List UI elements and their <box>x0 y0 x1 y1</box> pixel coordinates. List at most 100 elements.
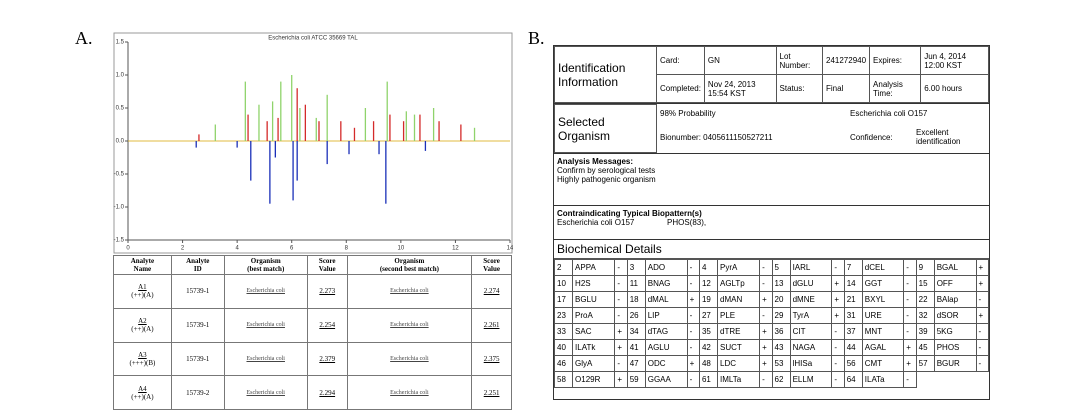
test-result: - <box>686 307 700 324</box>
analyte-id: 15739-1 <box>170 341 225 377</box>
test-result: + <box>975 259 990 276</box>
test-result: - <box>614 259 628 276</box>
test-number: 34 <box>626 323 646 340</box>
test-number: 18 <box>626 291 646 308</box>
score: 2.261 <box>471 307 512 343</box>
test-number: 7 <box>843 259 863 276</box>
biochem-row: 46 GlyA -47 ODC +48 LDC +53 lHISa -56 CMT +57 BGUR - <box>553 355 990 372</box>
organism: Escherichia coli <box>223 307 308 343</box>
test-result: - <box>903 275 917 292</box>
test-name: lHISa <box>789 355 833 372</box>
test-name: CMT <box>861 355 905 372</box>
test-result: + <box>975 307 990 324</box>
test-result: + <box>759 355 773 372</box>
test-number: 57 <box>915 355 935 372</box>
test-number: 56 <box>843 355 863 372</box>
header-text: Analyte <box>130 257 155 265</box>
test-number: 46 <box>553 355 574 372</box>
score: 2.375 <box>471 341 512 377</box>
test-result: - <box>975 323 990 340</box>
test-name: H2S <box>572 275 616 292</box>
test-name: ELLM <box>789 371 833 388</box>
test-result: - <box>614 275 628 292</box>
test-name: IARL <box>789 259 833 276</box>
header-text: (second best match) <box>379 265 439 273</box>
test-result: + <box>614 323 628 340</box>
test-number: 10 <box>553 275 574 292</box>
test-name: OFF <box>933 275 977 292</box>
message-line: Confirm by serological tests <box>557 166 656 175</box>
test-name: IMLTa <box>716 371 761 388</box>
test-name: dMAN <box>716 291 761 308</box>
analyte-name: A4 <box>138 384 147 393</box>
section-heading: Identification Information <box>554 46 657 103</box>
header-text: Organism <box>250 257 281 265</box>
test-name: NAGA <box>789 339 833 356</box>
table-row: A1 (++)(A) 15739-1 Escherichia coli 2.273 Esc… <box>113 274 512 309</box>
test-number: 62 <box>771 371 791 388</box>
test-result: - <box>903 371 917 388</box>
test-name: dSOR <box>933 307 977 324</box>
test-number: 40 <box>553 339 574 356</box>
analyte-name: A3 <box>138 350 147 359</box>
field-label: Card: <box>656 46 705 75</box>
test-result: - <box>975 355 990 372</box>
test-name: ProA <box>572 307 616 324</box>
header-cell: Analyte Name <box>113 255 172 275</box>
test-name: CIT <box>789 323 833 340</box>
test-result: + <box>759 339 773 356</box>
test-name: ADO <box>644 259 688 276</box>
test-name: dMNE <box>789 291 833 308</box>
chart-title: Escherichia coli ATCC 35669 TAL <box>268 36 358 42</box>
test-name: O129R <box>572 371 616 388</box>
test-result: - <box>903 291 917 308</box>
test-name: PLE <box>716 307 761 324</box>
header-cell: Organism (second best match) <box>346 255 473 275</box>
test-result: + <box>903 355 917 372</box>
test-result: - <box>831 355 845 372</box>
test-result: - <box>614 355 628 372</box>
test-number: 42 <box>698 339 719 356</box>
test-number: 15 <box>915 275 935 292</box>
test-name: 5KG <box>933 323 977 340</box>
test-number: 37 <box>843 323 863 340</box>
organism: Escherichia coli O157 <box>850 108 928 118</box>
test-result: - <box>614 291 628 308</box>
confidence: Excellent identification <box>916 128 961 147</box>
score: 2.274 <box>471 274 512 309</box>
biochem-table: 2 APPA -3 ADO -4 PyrA -5 IARL -7 dCEL -9 BGAL +10 H2S… <box>553 259 990 388</box>
test-number: 53 <box>771 355 791 372</box>
test-name: SAC <box>572 323 616 340</box>
analyte-grade: (++)(A) <box>131 392 154 401</box>
cell: A3 (+++)(B) <box>113 341 172 377</box>
test-name: dCEL <box>861 259 905 276</box>
test-number: 59 <box>626 371 646 388</box>
y-tick-label: -1.0 <box>114 205 125 211</box>
test-name: dTRE <box>716 323 761 340</box>
test-name: dMAL <box>644 291 688 308</box>
test-name: AGLTp <box>716 275 761 292</box>
test-name: BXYL <box>861 291 905 308</box>
test-result: + <box>831 291 845 308</box>
confidence-label: Confidence: <box>850 132 893 142</box>
organism: Escherichia coli <box>346 341 473 377</box>
test-number: 35 <box>698 323 719 340</box>
contra-pattern: PHOS(83), <box>667 218 707 227</box>
field-value: 241272940 <box>821 46 871 75</box>
test-name: dGLU <box>789 275 833 292</box>
test-number: 14 <box>843 275 863 292</box>
biochem-row: 58 O129R +59 GGAA -61 IMLTa -62 ELLM -64 ILATa - <box>553 371 989 388</box>
y-tick-label: -0.5 <box>114 172 125 178</box>
identification-report: Identification Information Card: GN Lot Nu… <box>553 45 990 400</box>
section-heading: Biochemical Details <box>554 240 989 259</box>
y-tick-label: 1.5 <box>116 40 125 46</box>
biochem-row: 2 APPA -3 ADO -4 PyrA -5 IARL -7 dCEL -9 BGAL + <box>553 259 990 276</box>
test-result: - <box>686 323 700 340</box>
analyte-id: 15739-1 <box>170 307 225 343</box>
test-result: + <box>686 355 700 372</box>
test-result: - <box>686 259 700 276</box>
spectrum-chart: Escherichia coli ATCC 35669 TAL 1.5 1.0 0.… <box>113 32 513 254</box>
field-value: Nov 24, 2013 15:54 KST <box>703 74 777 103</box>
biochem-row: 17 BGLU -18 dMAL +19 dMAN +20 dMNE +21 BXYL -22 BAl… <box>553 291 990 308</box>
